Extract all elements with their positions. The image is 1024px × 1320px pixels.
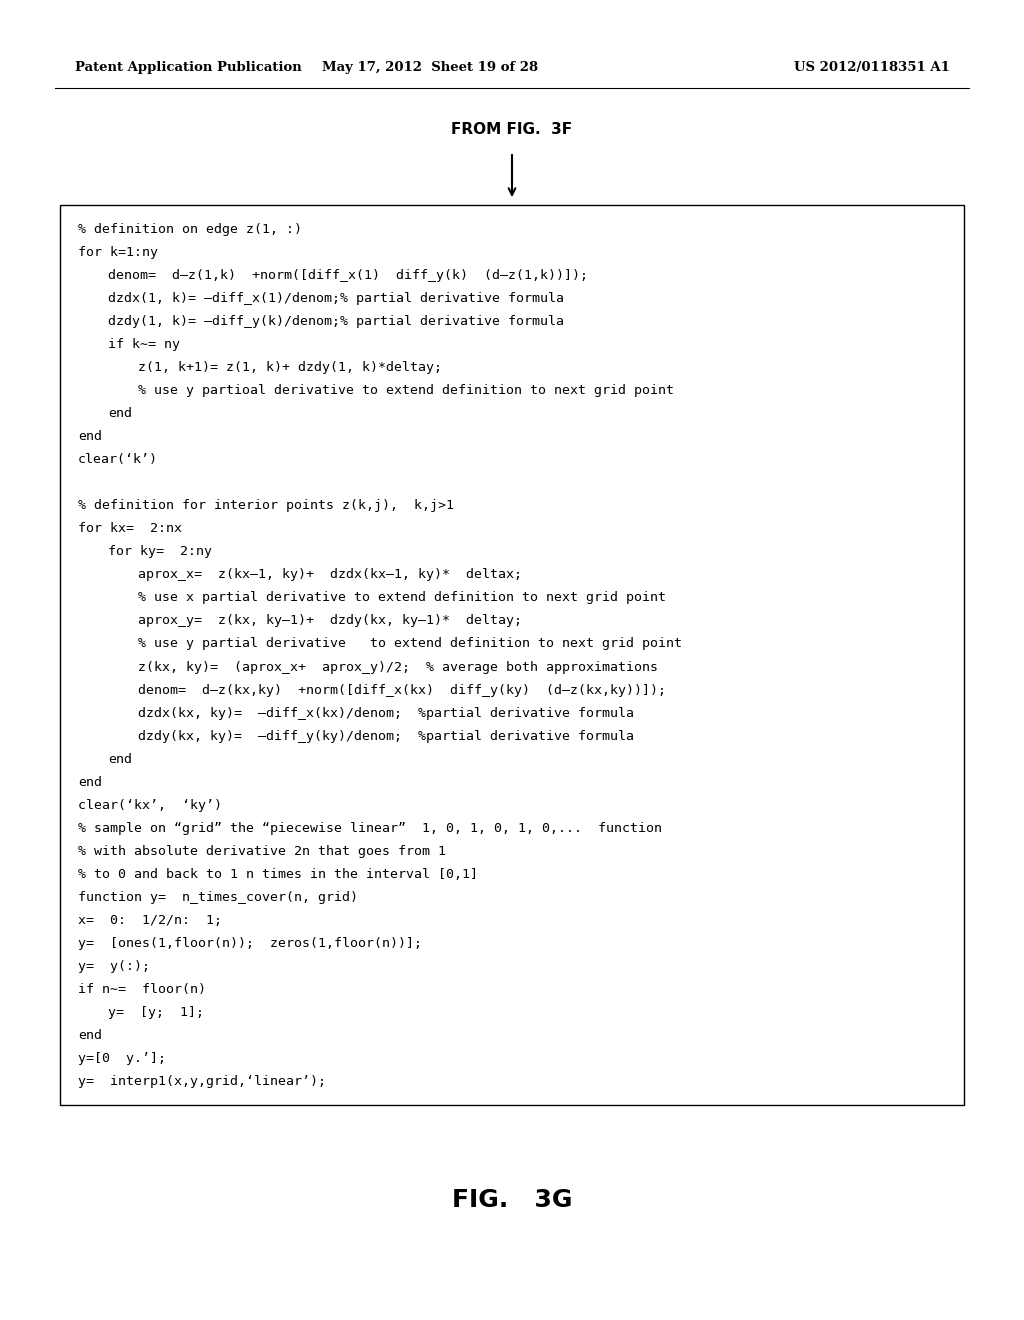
Text: dzdx(kx, ky)=  –diff_x(kx)/denom;  %partial derivative formula: dzdx(kx, ky)= –diff_x(kx)/denom; %partia… bbox=[138, 706, 634, 719]
Bar bbox=[60, 205, 964, 1105]
Text: for k=1:ny: for k=1:ny bbox=[78, 246, 158, 259]
Text: US 2012/0118351 A1: US 2012/0118351 A1 bbox=[795, 62, 950, 74]
Text: % use y partial derivative   to extend definition to next grid point: % use y partial derivative to extend def… bbox=[138, 638, 682, 651]
Text: end: end bbox=[108, 752, 132, 766]
Text: Patent Application Publication: Patent Application Publication bbox=[75, 62, 302, 74]
Text: dzdy(kx, ky)=  –diff_y(ky)/denom;  %partial derivative formula: dzdy(kx, ky)= –diff_y(ky)/denom; %partia… bbox=[138, 730, 634, 743]
Text: clear(‘kx’,  ‘ky’): clear(‘kx’, ‘ky’) bbox=[78, 799, 222, 812]
Text: for kx=  2:nx: for kx= 2:nx bbox=[78, 523, 182, 536]
Text: % sample on “grid” the “piecewise linear”  1, 0, 1, 0, 1, 0,...  function: % sample on “grid” the “piecewise linear… bbox=[78, 821, 662, 834]
Text: clear(‘k’): clear(‘k’) bbox=[78, 453, 158, 466]
Text: aprox_x=  z(kx–1, ky)+  dzdx(kx–1, ky)*  deltax;: aprox_x= z(kx–1, ky)+ dzdx(kx–1, ky)* de… bbox=[138, 569, 522, 581]
Text: denom=  d–z(1,k)  +norm([diff_x(1)  diff_y(k)  (d–z(1,k))]);: denom= d–z(1,k) +norm([diff_x(1) diff_y(… bbox=[108, 269, 588, 282]
Text: % definition on edge z(1, :): % definition on edge z(1, :) bbox=[78, 223, 302, 236]
Text: y=  [y;  1];: y= [y; 1]; bbox=[108, 1006, 204, 1019]
Text: y=[0  y.’];: y=[0 y.’]; bbox=[78, 1052, 166, 1065]
Text: y=  interp1(x,y,grid,‘linear’);: y= interp1(x,y,grid,‘linear’); bbox=[78, 1074, 326, 1088]
Text: FROM FIG.  3F: FROM FIG. 3F bbox=[452, 123, 572, 137]
Text: % to 0 and back to 1 n times in the interval [0,1]: % to 0 and back to 1 n times in the inte… bbox=[78, 867, 478, 880]
Text: aprox_y=  z(kx, ky–1)+  dzdy(kx, ky–1)*  deltay;: aprox_y= z(kx, ky–1)+ dzdy(kx, ky–1)* de… bbox=[138, 614, 522, 627]
Text: dzdy(1, k)= –diff_y(k)/denom;% partial derivative formula: dzdy(1, k)= –diff_y(k)/denom;% partial d… bbox=[108, 315, 564, 329]
Text: % with absolute derivative 2n that goes from 1: % with absolute derivative 2n that goes … bbox=[78, 845, 446, 858]
Text: FIG.   3G: FIG. 3G bbox=[452, 1188, 572, 1212]
Text: dzdx(1, k)= –diff_x(1)/denom;% partial derivative formula: dzdx(1, k)= –diff_x(1)/denom;% partial d… bbox=[108, 292, 564, 305]
Text: % use x partial derivative to extend definition to next grid point: % use x partial derivative to extend def… bbox=[138, 591, 666, 605]
Text: end: end bbox=[78, 776, 102, 788]
Text: % use y partioal derivative to extend definition to next grid point: % use y partioal derivative to extend de… bbox=[138, 384, 674, 397]
Text: z(1, k+1)= z(1, k)+ dzdy(1, k)*deltay;: z(1, k+1)= z(1, k)+ dzdy(1, k)*deltay; bbox=[138, 362, 442, 374]
Text: end: end bbox=[108, 407, 132, 420]
Text: end: end bbox=[78, 430, 102, 444]
Text: y=  y(:);: y= y(:); bbox=[78, 960, 150, 973]
Text: if n∼=  floor(n): if n∼= floor(n) bbox=[78, 983, 206, 995]
Text: May 17, 2012  Sheet 19 of 28: May 17, 2012 Sheet 19 of 28 bbox=[322, 62, 538, 74]
Text: % definition for interior points z(k,j),  k,j>1: % definition for interior points z(k,j),… bbox=[78, 499, 454, 512]
Text: end: end bbox=[78, 1028, 102, 1041]
Text: x=  0:  1/2/n:  1;: x= 0: 1/2/n: 1; bbox=[78, 913, 222, 927]
Text: y=  [ones(1,floor(n));  zeros(1,floor(n))];: y= [ones(1,floor(n)); zeros(1,floor(n))]… bbox=[78, 937, 422, 950]
Text: z(kx, ky)=  (aprox_x+  aprox_y)/2;  % average both approximations: z(kx, ky)= (aprox_x+ aprox_y)/2; % avera… bbox=[138, 660, 658, 673]
Text: for ky=  2:ny: for ky= 2:ny bbox=[108, 545, 212, 558]
Text: function y=  n_times_cover(n, grid): function y= n_times_cover(n, grid) bbox=[78, 891, 358, 904]
Text: denom=  d–z(kx,ky)  +norm([diff_x(kx)  diff_y(ky)  (d–z(kx,ky))]);: denom= d–z(kx,ky) +norm([diff_x(kx) diff… bbox=[138, 684, 666, 697]
Text: if k∼= ny: if k∼= ny bbox=[108, 338, 180, 351]
